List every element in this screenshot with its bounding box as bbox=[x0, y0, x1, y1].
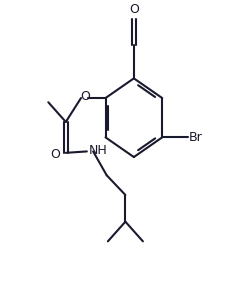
Text: Br: Br bbox=[189, 131, 203, 144]
Text: O: O bbox=[129, 3, 139, 16]
Text: NH: NH bbox=[89, 144, 107, 156]
Text: O: O bbox=[50, 148, 60, 161]
Text: O: O bbox=[81, 90, 91, 103]
